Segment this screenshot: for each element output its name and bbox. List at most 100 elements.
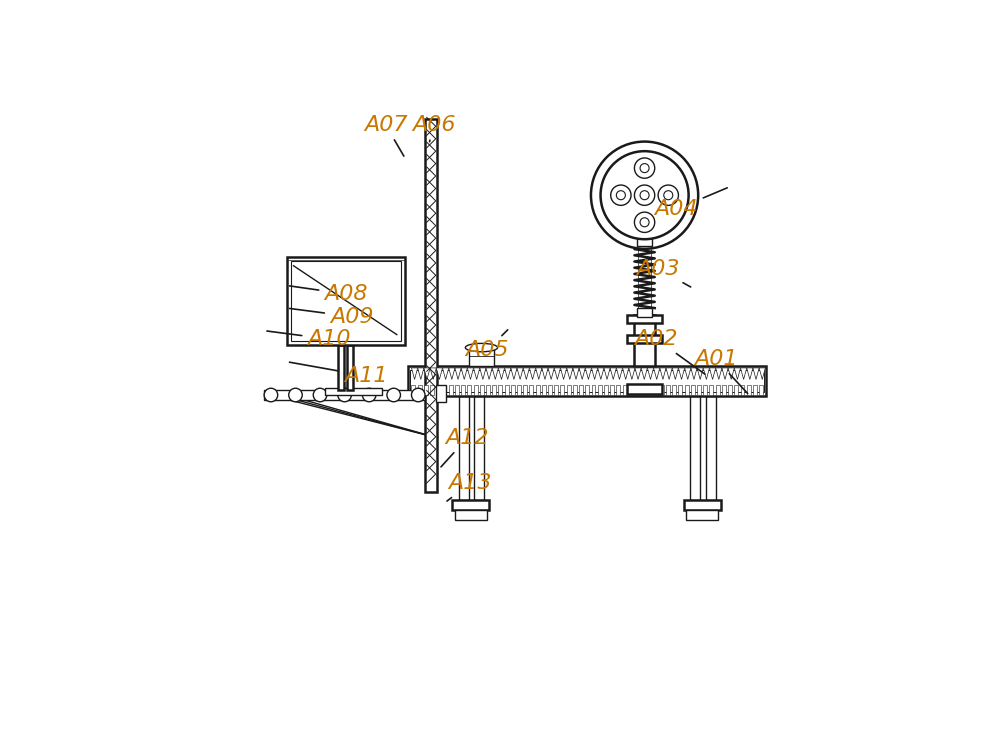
Polygon shape xyxy=(411,368,418,380)
Polygon shape xyxy=(741,368,747,380)
Polygon shape xyxy=(567,368,573,380)
Circle shape xyxy=(634,185,655,205)
Bar xyxy=(411,385,415,395)
Bar xyxy=(747,385,751,395)
Bar xyxy=(467,385,471,395)
Polygon shape xyxy=(548,368,554,380)
Bar xyxy=(560,385,564,395)
Text: A12: A12 xyxy=(441,428,489,467)
Circle shape xyxy=(289,388,302,402)
Polygon shape xyxy=(480,368,486,380)
Polygon shape xyxy=(449,368,455,380)
Circle shape xyxy=(338,388,351,402)
Bar xyxy=(430,385,434,395)
Bar xyxy=(455,385,459,395)
Bar xyxy=(291,261,401,341)
Text: A11: A11 xyxy=(289,362,388,386)
Bar xyxy=(741,385,744,395)
Polygon shape xyxy=(511,368,517,380)
Bar xyxy=(436,385,440,395)
Polygon shape xyxy=(560,368,567,380)
Polygon shape xyxy=(430,368,436,380)
Polygon shape xyxy=(579,368,585,380)
Bar xyxy=(691,385,695,395)
Polygon shape xyxy=(641,368,647,380)
Polygon shape xyxy=(436,368,443,380)
Bar xyxy=(492,385,496,395)
Polygon shape xyxy=(629,368,635,380)
Polygon shape xyxy=(474,368,480,380)
Bar xyxy=(347,345,353,391)
Bar xyxy=(498,385,502,395)
Polygon shape xyxy=(685,368,691,380)
Polygon shape xyxy=(461,368,467,380)
Bar xyxy=(686,510,718,520)
Bar xyxy=(480,385,484,395)
Polygon shape xyxy=(722,368,728,380)
Bar xyxy=(598,385,602,395)
Polygon shape xyxy=(498,368,505,380)
Polygon shape xyxy=(709,368,716,380)
Circle shape xyxy=(658,185,678,205)
Bar xyxy=(623,385,627,395)
Polygon shape xyxy=(623,368,629,380)
Circle shape xyxy=(601,151,689,239)
Polygon shape xyxy=(554,368,560,380)
Polygon shape xyxy=(467,368,474,380)
Bar xyxy=(459,396,469,500)
Polygon shape xyxy=(505,368,511,380)
Ellipse shape xyxy=(465,343,498,352)
Bar xyxy=(637,236,652,246)
Bar xyxy=(486,385,490,395)
Bar xyxy=(610,385,614,395)
Bar xyxy=(449,385,453,395)
Bar xyxy=(734,385,738,395)
Circle shape xyxy=(591,141,698,248)
Bar xyxy=(474,396,484,500)
Circle shape xyxy=(313,388,327,402)
Polygon shape xyxy=(759,368,765,380)
Polygon shape xyxy=(455,368,461,380)
Polygon shape xyxy=(654,368,660,380)
Polygon shape xyxy=(660,368,666,380)
Bar xyxy=(436,386,446,402)
Circle shape xyxy=(664,191,673,199)
Text: A03: A03 xyxy=(636,259,691,287)
Bar xyxy=(455,510,487,520)
Polygon shape xyxy=(616,368,623,380)
Bar xyxy=(716,385,720,395)
Polygon shape xyxy=(598,368,604,380)
Bar xyxy=(592,385,595,395)
Circle shape xyxy=(640,191,649,199)
Circle shape xyxy=(611,185,631,205)
Polygon shape xyxy=(517,368,523,380)
Polygon shape xyxy=(703,368,709,380)
Polygon shape xyxy=(747,368,753,380)
Bar xyxy=(542,385,546,395)
Bar xyxy=(753,385,757,395)
Polygon shape xyxy=(697,368,703,380)
Bar xyxy=(709,385,713,395)
Bar xyxy=(690,396,700,500)
Polygon shape xyxy=(529,368,536,380)
Bar xyxy=(548,385,552,395)
Bar xyxy=(505,385,509,395)
Bar xyxy=(573,385,577,395)
Bar xyxy=(469,347,494,366)
Bar xyxy=(529,385,533,395)
Bar xyxy=(511,385,515,395)
Text: A02: A02 xyxy=(635,329,705,374)
Polygon shape xyxy=(728,368,734,380)
Polygon shape xyxy=(678,368,685,380)
Bar xyxy=(474,385,478,395)
Bar xyxy=(647,385,651,395)
Bar xyxy=(706,396,716,500)
Bar xyxy=(338,345,344,391)
Bar xyxy=(523,385,527,395)
Bar xyxy=(672,385,676,395)
Bar xyxy=(616,385,620,395)
Polygon shape xyxy=(492,368,498,380)
Circle shape xyxy=(616,191,625,199)
Polygon shape xyxy=(418,368,424,380)
Bar xyxy=(697,385,701,395)
